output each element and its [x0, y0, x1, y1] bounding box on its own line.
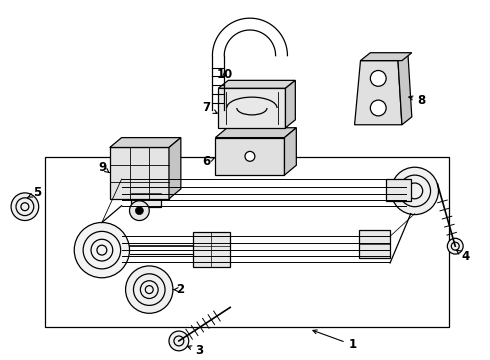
Polygon shape [361, 53, 412, 60]
Circle shape [370, 100, 386, 116]
Polygon shape [355, 60, 402, 125]
Circle shape [16, 198, 34, 216]
Circle shape [407, 183, 423, 199]
Circle shape [97, 245, 107, 255]
Circle shape [399, 175, 431, 207]
Polygon shape [219, 80, 295, 88]
Text: 6: 6 [202, 155, 214, 168]
Circle shape [174, 336, 184, 346]
Text: 10: 10 [217, 68, 233, 81]
Polygon shape [110, 138, 181, 148]
Polygon shape [216, 128, 296, 138]
Bar [45, 157, 449, 327]
Circle shape [135, 207, 144, 215]
Circle shape [74, 222, 129, 278]
Circle shape [83, 231, 121, 269]
Text: 4: 4 [456, 249, 469, 262]
Circle shape [169, 331, 189, 351]
Polygon shape [169, 138, 181, 199]
Circle shape [391, 167, 439, 215]
Circle shape [11, 193, 39, 221]
Circle shape [21, 203, 29, 211]
Text: 3: 3 [188, 344, 204, 357]
Bar [193, 232, 230, 267]
Circle shape [245, 152, 255, 161]
Polygon shape [285, 128, 296, 175]
Polygon shape [286, 80, 295, 128]
Bar [359, 230, 390, 258]
Circle shape [133, 274, 165, 305]
Bar [131, 179, 161, 207]
Circle shape [370, 71, 386, 86]
Circle shape [129, 201, 149, 221]
Circle shape [140, 281, 158, 298]
Circle shape [447, 238, 463, 254]
Bar [386, 179, 411, 201]
Bar [219, 88, 286, 128]
Text: 7: 7 [202, 102, 217, 114]
Text: 1: 1 [313, 330, 357, 351]
Text: 8: 8 [409, 94, 426, 107]
Text: 5: 5 [27, 186, 41, 199]
Circle shape [91, 239, 113, 261]
Circle shape [146, 286, 153, 293]
Text: 9: 9 [98, 161, 109, 174]
Polygon shape [398, 53, 412, 125]
Circle shape [451, 242, 459, 250]
Bar [110, 148, 169, 199]
Bar [216, 138, 285, 175]
Text: 2: 2 [173, 283, 184, 296]
Circle shape [125, 266, 173, 313]
